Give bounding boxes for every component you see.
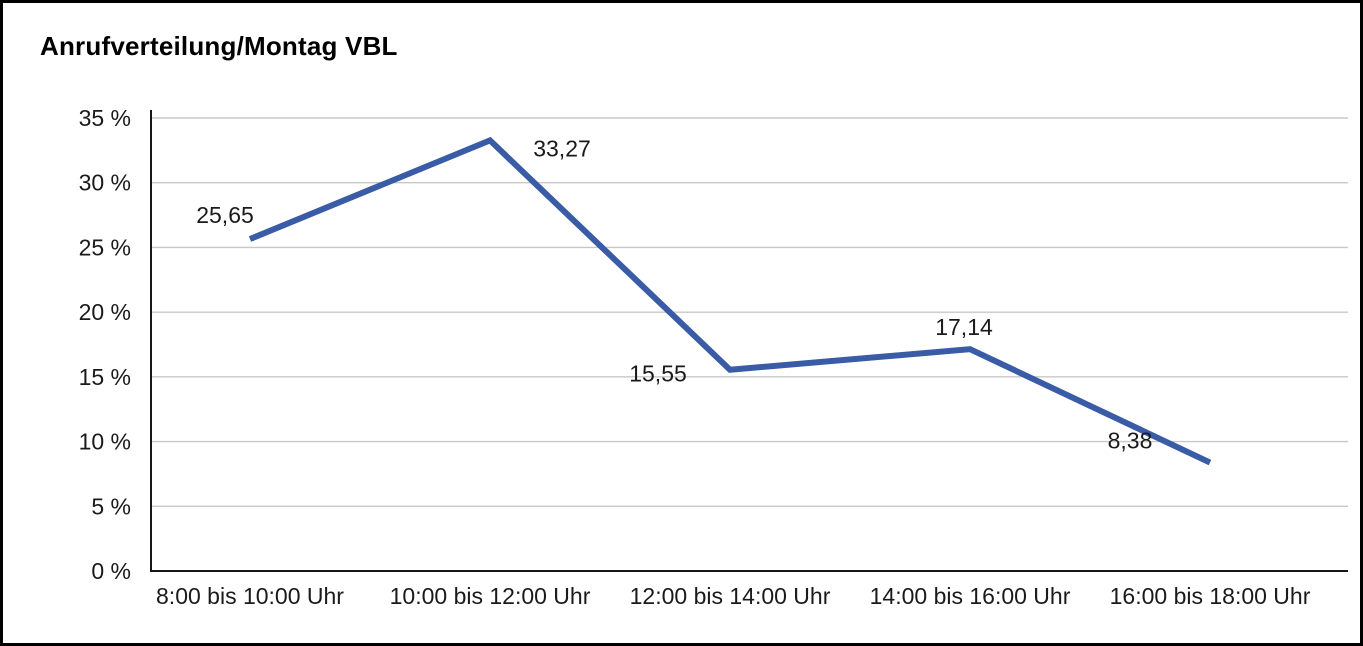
y-tick-label: 0 % xyxy=(91,558,131,584)
line-chart-canvas: 0 % 5 % 10 % 15 % 20 % 25 % 30 % 35 % 8:00 bis 1… xyxy=(79,105,1348,609)
x-tick-label: 12:00 bis 14:00 Uhr xyxy=(630,583,831,609)
y-tick-label: 35 % xyxy=(79,105,131,131)
x-tick-label: 16:00 bis 18:00 Uhr xyxy=(1110,583,1311,609)
y-tick-label: 25 % xyxy=(79,234,131,260)
data-point-label: 15,55 xyxy=(629,361,687,387)
data-line xyxy=(248,136,1212,466)
data-point-label: 25,65 xyxy=(196,202,254,228)
y-tick-label: 30 % xyxy=(79,170,131,196)
data-point-label: 33,27 xyxy=(533,135,591,161)
x-tick-label: 14:00 bis 16:00 Uhr xyxy=(870,583,1071,609)
chart-title: Anrufverteilung/Montag VBL xyxy=(40,31,398,61)
data-point-label: 8,38 xyxy=(1108,428,1153,454)
y-tick-label: 20 % xyxy=(79,299,131,325)
x-tick-label: 10:00 bis 12:00 Uhr xyxy=(390,583,591,609)
x-tick-label: 8:00 bis 10:00 Uhr xyxy=(156,583,344,609)
y-tick-label: 15 % xyxy=(79,364,131,390)
y-tick-label: 5 % xyxy=(91,493,131,519)
y-tick-label: 10 % xyxy=(79,429,131,455)
data-point-label: 17,14 xyxy=(935,314,993,340)
